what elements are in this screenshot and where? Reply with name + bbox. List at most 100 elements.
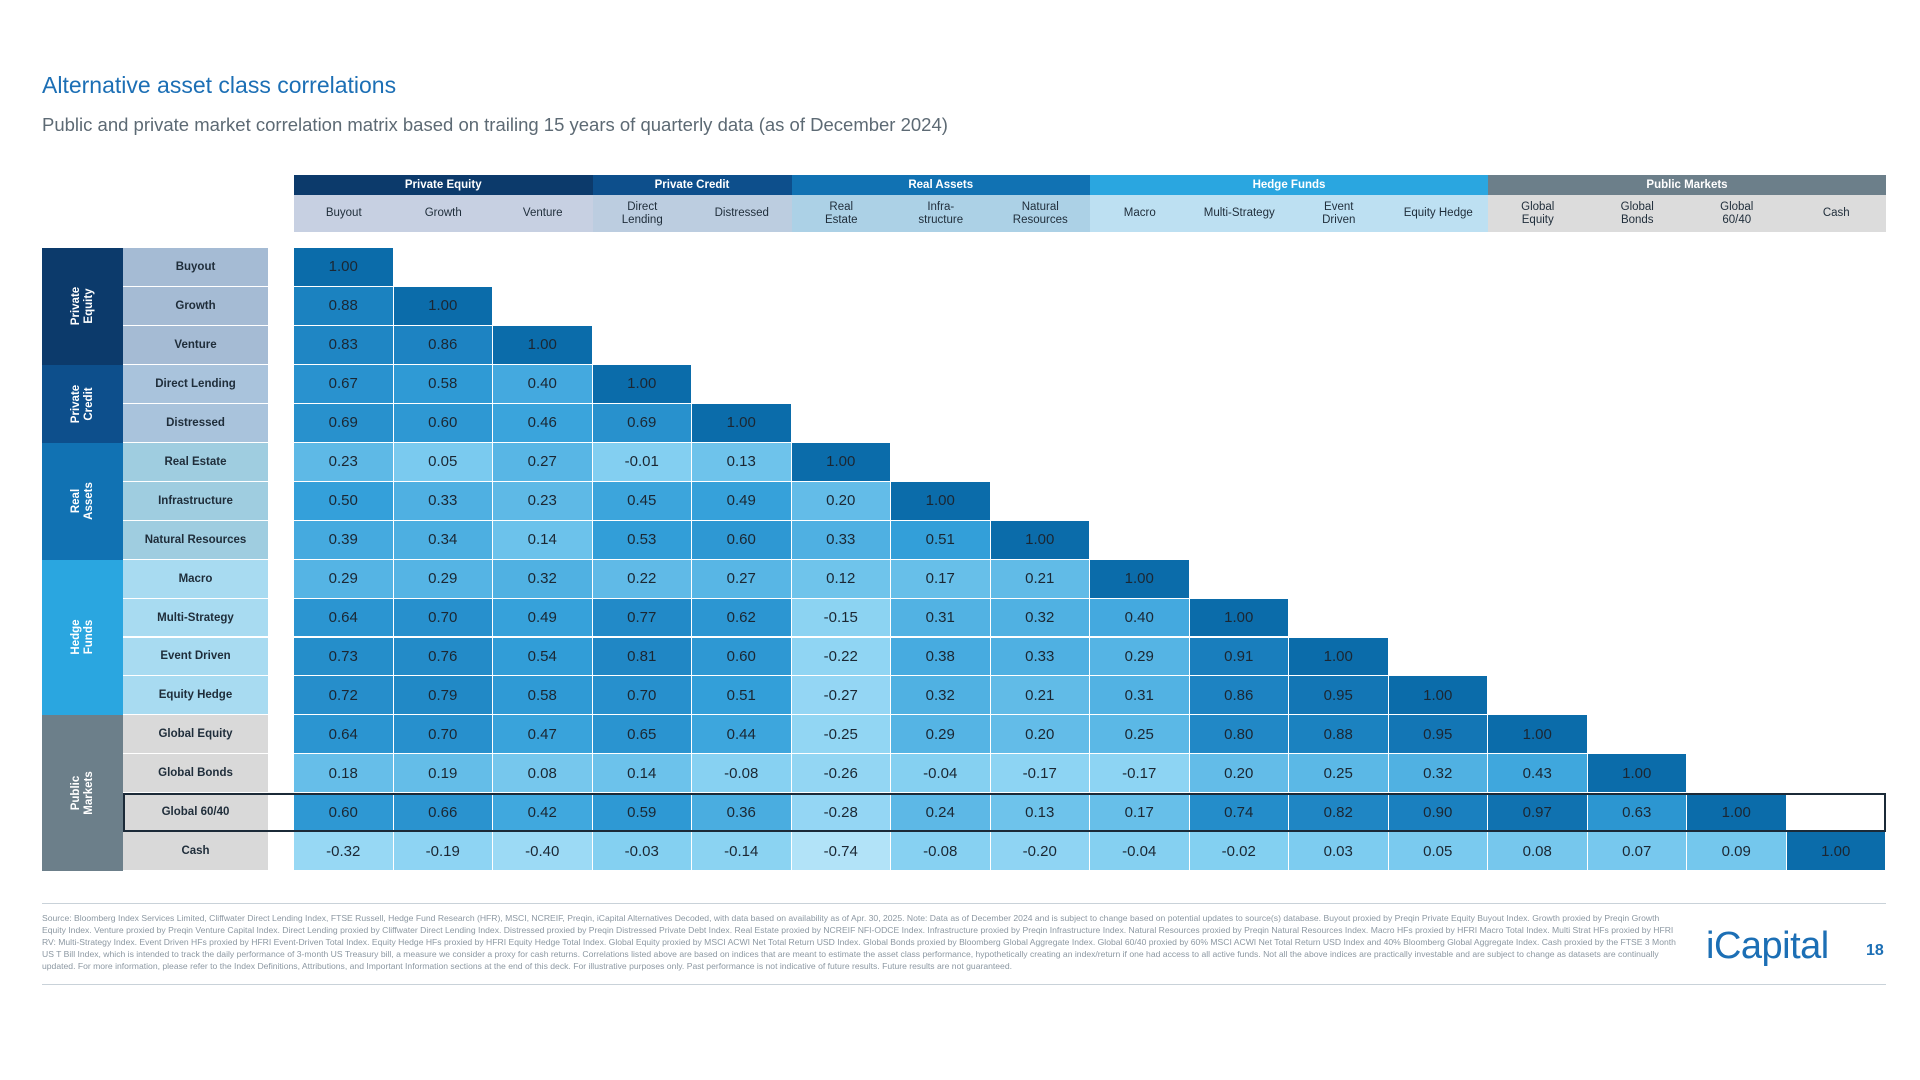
correlation-cell: 0.63 (1587, 793, 1687, 833)
correlation-cell: 0.59 (592, 793, 692, 833)
correlation-cell: 1.00 (493, 325, 593, 365)
row-group-header: Public Markets (42, 715, 123, 872)
correlation-cell: 1.00 (592, 364, 692, 404)
column-header: Equity Hedge (1388, 195, 1488, 232)
row-highlight (123, 793, 1886, 833)
subtitle: Public and private market correlation ma… (42, 114, 948, 135)
correlation-cell: 0.86 (1189, 676, 1289, 716)
correlation-cell: 0.60 (692, 520, 792, 560)
correlation-cell: 0.38 (891, 637, 991, 677)
correlation-cell: 0.19 (393, 754, 493, 794)
correlation-cell: 0.51 (692, 676, 792, 716)
column-header: Infra- structure (891, 195, 991, 232)
correlation-cell: 0.66 (393, 793, 493, 833)
correlation-cell: 0.58 (393, 364, 493, 404)
correlation-cell: 0.64 (294, 715, 394, 755)
row-header: Natural Resources (123, 520, 268, 560)
correlation-cell: 0.67 (294, 364, 394, 404)
column-group-header: Private Equity (294, 175, 593, 195)
column-header: Macro (1090, 195, 1190, 232)
correlation-cell: 1.00 (294, 248, 394, 287)
correlation-cell: 0.77 (592, 598, 692, 638)
correlation-cell: 0.23 (493, 481, 593, 521)
correlation-cell: 1.00 (1090, 559, 1190, 599)
correlation-cell: 0.72 (294, 676, 394, 716)
correlation-cell: 0.24 (891, 793, 991, 833)
correlation-cell: 0.07 (1587, 832, 1687, 872)
correlation-cell: 0.31 (891, 598, 991, 638)
correlation-cell: 0.69 (592, 403, 692, 443)
correlation-cell: 0.60 (393, 403, 493, 443)
correlation-cell: 1.00 (791, 442, 891, 482)
column-header: Buyout (294, 195, 394, 232)
correlation-cell: 0.64 (294, 598, 394, 638)
correlation-cell: -0.01 (592, 442, 692, 482)
correlation-cell: 0.31 (1090, 676, 1190, 716)
correlation-cell: 0.20 (990, 715, 1090, 755)
correlation-cell: 0.43 (1488, 754, 1588, 794)
correlation-cell: 0.17 (1090, 793, 1190, 833)
column-header: Growth (393, 195, 493, 232)
correlation-matrix: Private Equity Buyout Growth Venture Private… (42, 175, 1886, 872)
column-header: Multi-Strategy (1189, 195, 1289, 232)
correlation-cell: 0.12 (791, 559, 891, 599)
column-header: Distressed (692, 195, 792, 232)
correlation-cell: 0.22 (592, 559, 692, 599)
correlation-cell: 0.82 (1289, 793, 1389, 833)
correlation-cell: 0.09 (1687, 832, 1787, 872)
correlation-cell: 0.86 (393, 325, 493, 365)
correlation-cell: 0.36 (692, 793, 792, 833)
row-header: Equity Hedge (123, 676, 268, 716)
correlation-cell: 0.81 (592, 637, 692, 677)
correlation-cell: 1.00 (1189, 598, 1289, 638)
correlation-cell: 0.03 (1289, 832, 1389, 872)
correlation-cell: 1.00 (393, 286, 493, 326)
correlation-cell: 0.08 (1488, 832, 1588, 872)
correlation-cell: 0.32 (891, 676, 991, 716)
correlation-cell: 1.00 (1289, 637, 1389, 677)
column-header: Cash (1786, 195, 1886, 232)
row-header: Global Equity (123, 715, 268, 755)
correlation-cell: -0.74 (791, 832, 891, 872)
correlation-cell: 0.95 (1289, 676, 1389, 716)
column-header: Event Driven (1289, 195, 1389, 232)
row-header: Infrastructure (123, 481, 268, 521)
correlation-cell: -0.04 (891, 754, 991, 794)
correlation-cell: -0.17 (990, 754, 1090, 794)
row-group-label: Hedge Funds (69, 619, 95, 656)
correlation-cell: 0.88 (1289, 715, 1389, 755)
row-header: Cash (123, 832, 268, 872)
correlation-cell: 0.80 (1189, 715, 1289, 755)
correlation-cell: 0.76 (393, 637, 493, 677)
correlation-cell: 0.25 (1090, 715, 1190, 755)
correlation-cell: -0.14 (692, 832, 792, 872)
correlation-cell: 0.70 (393, 715, 493, 755)
footnote: Source: Bloomberg Index Services Limited… (42, 913, 1676, 971)
correlation-cell: 0.60 (692, 637, 792, 677)
correlation-cell: -0.17 (1090, 754, 1190, 794)
correlation-cell: 0.13 (692, 442, 792, 482)
row-group-label: Private Equity (69, 287, 95, 326)
correlation-cell: 1.00 (692, 403, 792, 443)
column-header: Global Bonds (1587, 195, 1687, 232)
correlation-cell: 0.29 (393, 559, 493, 599)
correlation-cell: -0.08 (692, 754, 792, 794)
row-group-label: Public Markets (69, 771, 95, 816)
column-header: Direct Lending (592, 195, 692, 232)
correlation-cell: 0.34 (393, 520, 493, 560)
correlation-cell: 0.70 (592, 676, 692, 716)
divider (42, 903, 1886, 904)
correlation-cell: 0.53 (592, 520, 692, 560)
correlation-cell: 1.00 (1488, 715, 1588, 755)
logo: iCapital (1706, 925, 1829, 967)
row-header: Event Driven (123, 637, 268, 677)
correlation-cell: 0.20 (1189, 754, 1289, 794)
correlation-cell: 0.79 (393, 676, 493, 716)
row-group-header: Hedge Funds (42, 559, 123, 716)
correlation-cell: 0.08 (493, 754, 593, 794)
correlation-cell: -0.32 (294, 832, 394, 872)
correlation-cell: 0.05 (1388, 832, 1488, 872)
correlation-cell: 0.49 (692, 481, 792, 521)
correlation-cell: 0.23 (294, 442, 394, 482)
